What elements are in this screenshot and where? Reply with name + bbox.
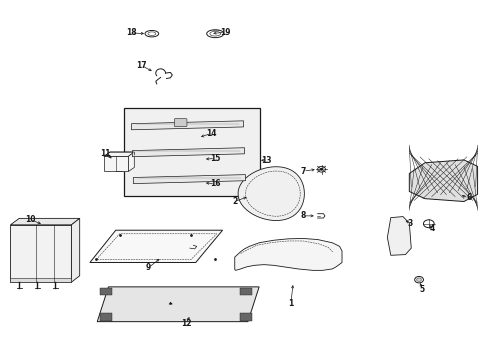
- Polygon shape: [128, 152, 134, 171]
- Text: 4: 4: [429, 224, 434, 233]
- Text: 8: 8: [300, 211, 305, 220]
- Text: 2: 2: [232, 197, 237, 206]
- Polygon shape: [10, 219, 80, 225]
- Text: 14: 14: [205, 129, 216, 138]
- Bar: [100, 314, 112, 320]
- Polygon shape: [97, 287, 259, 321]
- Polygon shape: [10, 278, 71, 282]
- Text: 15: 15: [210, 154, 220, 163]
- Text: 12: 12: [181, 319, 191, 328]
- Bar: [100, 288, 112, 296]
- Text: 11: 11: [100, 149, 111, 158]
- Text: 9: 9: [145, 264, 151, 273]
- Polygon shape: [71, 219, 80, 282]
- Polygon shape: [408, 160, 477, 202]
- Bar: [123, 108, 260, 196]
- Text: 13: 13: [261, 156, 271, 165]
- Polygon shape: [386, 217, 410, 255]
- Text: 7: 7: [300, 167, 305, 176]
- Text: 5: 5: [419, 285, 424, 294]
- Polygon shape: [104, 156, 128, 171]
- Bar: [239, 288, 251, 296]
- Ellipse shape: [416, 278, 421, 282]
- FancyBboxPatch shape: [174, 119, 186, 127]
- Text: 10: 10: [25, 215, 35, 224]
- Polygon shape: [133, 175, 245, 184]
- Polygon shape: [238, 167, 304, 221]
- Text: 16: 16: [209, 179, 220, 188]
- Text: 18: 18: [126, 28, 137, 37]
- Text: 6: 6: [465, 193, 470, 202]
- Polygon shape: [132, 148, 244, 157]
- Polygon shape: [104, 152, 134, 156]
- Text: 1: 1: [287, 299, 293, 308]
- Polygon shape: [90, 230, 222, 262]
- Polygon shape: [131, 121, 243, 130]
- Text: 17: 17: [136, 61, 146, 70]
- Circle shape: [319, 168, 323, 171]
- Polygon shape: [234, 238, 341, 270]
- Text: 19: 19: [219, 28, 230, 37]
- Polygon shape: [10, 225, 71, 282]
- Text: 3: 3: [407, 219, 412, 228]
- Bar: [239, 314, 251, 320]
